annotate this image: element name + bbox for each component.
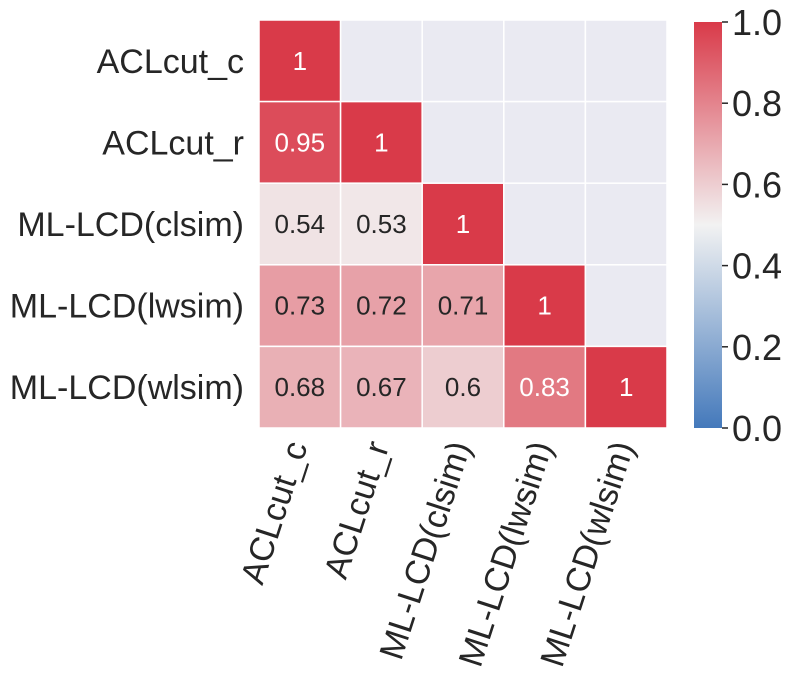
colorbar-tick-label: 0.0 [732, 408, 782, 449]
cell-value-label: 1 [537, 291, 551, 321]
heatmap-cells: 1 0.95 1 0.54 0.53 1 0.73 0.72 0.71 1 0.68 0.67 0.6 0… [258, 19, 668, 429]
cell-value-label: 1 [374, 127, 388, 157]
heatmap-cell-masked [503, 100, 587, 184]
cell-value-label: 0.67 [356, 372, 407, 402]
heatmap-cell-masked [584, 100, 668, 184]
heatmap-cell-masked [584, 264, 668, 348]
cell-value-label: 0.6 [445, 372, 481, 402]
cell-value-label: 0.95 [274, 127, 325, 157]
heatmap-cell [339, 100, 423, 184]
heatmap-cell [258, 100, 342, 184]
heatmap-cell-masked [584, 19, 668, 103]
x-tick-label: ACLcut_c [234, 437, 316, 589]
cell-value-label: 0.71 [438, 291, 489, 321]
cell-value-label: 1 [293, 46, 307, 76]
x-tick-label: ACLcut_r [317, 437, 397, 584]
colorbar-tick-label: 0.4 [732, 246, 782, 287]
heatmap-cell-masked [421, 19, 505, 103]
heatmap-cell [503, 345, 587, 429]
y-tick-label: ML-LCD(clsim) [17, 206, 244, 244]
cell-value-label: 0.73 [274, 291, 325, 321]
heatmap-cell [503, 264, 587, 348]
heatmap-cell-masked [339, 19, 423, 103]
colorbar-tick-label: 0.8 [732, 83, 782, 124]
cell-value-label: 0.54 [274, 209, 325, 239]
heatmap-cell [258, 19, 342, 103]
heatmap-cell [421, 345, 505, 429]
colorbar-tick-label: 1.0 [732, 2, 782, 43]
heatmap-cell [339, 264, 423, 348]
y-tick-label: ACLcut_c [97, 43, 244, 81]
cell-value-label: 0.68 [274, 372, 325, 402]
cell-value-label: 0.72 [356, 291, 407, 321]
y-tick-label: ML-LCD(lwsim) [10, 288, 244, 326]
colorbar-tick-label: 0.2 [732, 327, 782, 368]
x-tick-labels: ACLcut_c ACLcut_rML-LCD(clsim)ML-LCD(lwsi… [234, 437, 642, 671]
colorbar: 0.0 0.2 0.4 0.6 0.8 1.0 [694, 2, 782, 449]
cell-value-label: 1 [619, 372, 633, 402]
heatmap-cell-masked [503, 182, 587, 266]
cell-value-label: 0.53 [356, 209, 407, 239]
colorbar-tick-label: 0.6 [732, 164, 782, 205]
heatmap-cell [421, 182, 505, 266]
y-tick-label: ML-LCD(wlsim) [10, 369, 244, 407]
cell-value-label: 0.83 [519, 372, 570, 402]
y-tick-label: ACLcut_r [102, 124, 244, 162]
heatmap-cell [584, 345, 668, 429]
heatmap-cell-masked [421, 100, 505, 184]
cell-value-label: 1 [456, 209, 470, 239]
heatmap-cell [339, 345, 423, 429]
y-tick-labels: ACLcut_c ACLcut_r ML-LCD(clsim) ML-LCD(lwsi… [10, 43, 244, 407]
heatmap-cell-masked [584, 182, 668, 266]
heatmap-cell-masked [503, 19, 587, 103]
colorbar-gradient [694, 22, 722, 428]
